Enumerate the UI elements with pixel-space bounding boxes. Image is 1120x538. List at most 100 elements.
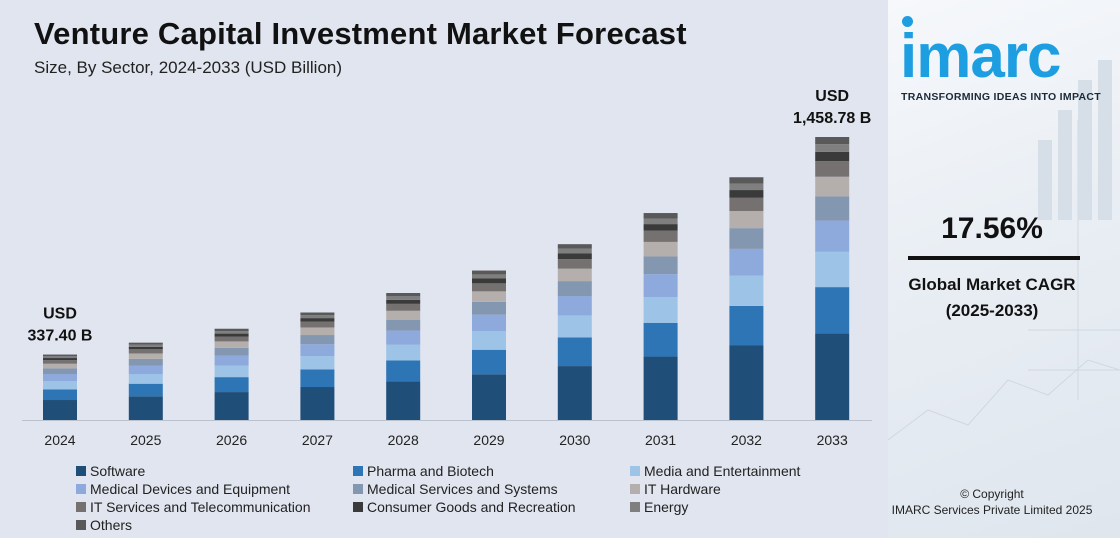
logo-dot	[902, 16, 913, 27]
bar-segment-2028-pharma-and-biotech	[386, 360, 421, 382]
bar-segment-2032-it-services-and-telecommunication	[729, 197, 764, 212]
x-tick-label-2027: 2027	[302, 432, 333, 448]
bar-segment-2025-medical-devices-and-equipment	[128, 365, 163, 375]
bar-segment-2033-others	[815, 137, 850, 145]
bar-segment-2026-medical-services-and-systems	[214, 347, 249, 356]
bar-segment-2025-it-hardware	[128, 353, 163, 359]
bar-segment-2028-consumer-goods-and-recreation	[386, 299, 421, 304]
bar-segment-2032-consumer-goods-and-recreation	[729, 190, 764, 198]
bar-segment-2031-it-hardware	[643, 241, 678, 257]
bar-segment-2029-media-and-entertainment	[472, 331, 506, 350]
bar-segment-2028-medical-devices-and-equipment	[386, 330, 421, 345]
bar-segment-2030-energy	[557, 248, 592, 254]
chart-panel: Venture Capital Investment Market Foreca…	[0, 0, 888, 538]
bar-segment-2025-energy	[128, 344, 163, 347]
bar-segment-2027-medical-services-and-systems	[300, 335, 335, 345]
bar-segment-2032-media-and-entertainment	[729, 275, 764, 306]
cagr-label-line2: (2025-2033)	[945, 301, 1039, 320]
legend-item-others: Others	[76, 516, 353, 533]
bar-segment-2027-medical-devices-and-equipment	[300, 344, 335, 356]
bar-segment-2033-software	[815, 333, 850, 420]
stacked-bar-chart: 2024 2025 2026 2027 2028 2029 2030 2031 2032 2033…	[22, 88, 872, 448]
legend-swatch	[76, 465, 86, 476]
bar-segment-2026-others	[214, 328, 249, 332]
x-tick-label-2029: 2029	[473, 432, 504, 448]
copyright-line2: IMARC Services Private Limited 2025	[891, 503, 1093, 517]
bar-segment-2026-consumer-goods-and-recreation	[214, 333, 249, 337]
bar-segment-2024-energy	[43, 356, 77, 359]
bar-segment-2024-it-hardware	[43, 363, 77, 369]
total-label-2024-line1: USD	[43, 306, 77, 323]
bar-segment-2033-medical-services-and-systems	[815, 196, 850, 221]
bar-segment-2030-it-hardware	[557, 268, 592, 282]
bar-segment-2025-it-services-and-telecommunication	[128, 349, 163, 354]
cagr-value: 17.56%	[941, 212, 1043, 245]
bar-segment-2030-medical-devices-and-equipment	[557, 296, 592, 316]
bar-segment-2033-it-hardware	[815, 176, 850, 197]
chart-subtitle: Size, By Sector, 2024-2033 (USD Billion)	[34, 58, 343, 77]
x-tick-label-2030: 2030	[559, 432, 590, 448]
bar-segment-2033-energy	[815, 144, 850, 152]
bar-segment-2026-media-and-entertainment	[214, 365, 249, 378]
side-panel: imarc TRANSFORMING IDEAS INTO IMPACT 17.…	[888, 0, 1120, 538]
bar-segment-2027-pharma-and-biotech	[300, 369, 335, 388]
bar-segment-2024-others	[43, 354, 77, 357]
bar-segment-2027-software	[300, 387, 335, 420]
bar-stack-2024	[43, 354, 77, 420]
bar-segment-2024-pharma-and-biotech	[43, 389, 77, 401]
bar-stack-2032	[729, 177, 764, 420]
bar-segment-2032-energy	[729, 183, 764, 191]
legend-swatch	[76, 501, 86, 512]
bar-stack-2031	[643, 213, 678, 420]
x-tick-label-2031: 2031	[645, 432, 676, 448]
legend-label: Consumer Goods and Recreation	[367, 498, 576, 515]
bar-segment-2025-consumer-goods-and-recreation	[128, 346, 163, 350]
bar-segment-2027-media-and-entertainment	[300, 355, 335, 370]
total-label-2033-line2: 1,458.78 B	[793, 110, 871, 127]
bar-segment-2027-it-services-and-telecommunication	[300, 321, 335, 328]
legend-swatch	[630, 483, 640, 494]
cagr-label-line1: Global Market CAGR	[908, 275, 1076, 294]
legend-label: Software	[90, 462, 146, 479]
legend-item-medical-services-and-systems: Medical Services and Systems	[353, 480, 630, 497]
bar-segment-2025-pharma-and-biotech	[128, 383, 163, 397]
bar-segment-2028-it-services-and-telecommunication	[386, 303, 421, 311]
bar-segment-2029-pharma-and-biotech	[472, 349, 506, 375]
bar-segment-2026-it-services-and-telecommunication	[214, 336, 249, 342]
bar-segment-2028-others	[386, 293, 421, 297]
bar-segment-2027-consumer-goods-and-recreation	[300, 318, 335, 322]
legend-label: Others	[90, 516, 133, 533]
x-tick-label-2024: 2024	[44, 432, 75, 448]
bar-segment-2033-consumer-goods-and-recreation	[815, 151, 850, 162]
legend-label: Medical Services and Systems	[367, 480, 558, 497]
bar-segment-2026-energy	[214, 331, 249, 334]
legend-item-consumer-goods-and-recreation: Consumer Goods and Recreation	[353, 498, 630, 515]
bar-segment-2033-media-and-entertainment	[815, 251, 850, 288]
bar-segment-2031-medical-services-and-systems	[643, 256, 678, 275]
bar-segment-2028-energy	[386, 296, 421, 300]
logo-tagline: TRANSFORMING IDEAS INTO IMPACT	[901, 91, 1101, 103]
legend-item-energy: Energy	[630, 498, 876, 515]
legend-label: Media and Entertainment	[644, 462, 801, 479]
x-tick-label-2032: 2032	[731, 432, 762, 448]
bar-segment-2029-it-services-and-telecommunication	[472, 283, 506, 292]
bar-stack-2026	[214, 328, 249, 420]
bar-segment-2030-consumer-goods-and-recreation	[557, 253, 592, 260]
bar-segment-2029-software	[472, 374, 506, 420]
bar-segment-2030-others	[557, 244, 592, 249]
bar-segment-2029-energy	[472, 274, 506, 279]
bar-segment-2031-others	[643, 213, 678, 219]
bar-segment-2026-it-hardware	[214, 341, 249, 348]
copyright-notice: © Copyright IMARC Services Private Limit…	[888, 486, 1096, 518]
bar-segment-2029-it-hardware	[472, 291, 506, 302]
bar-segment-2030-software	[557, 366, 592, 420]
bar-stack-2025	[128, 342, 163, 420]
background-graph-decoration	[888, 60, 1120, 441]
bar-segment-2031-pharma-and-biotech	[643, 322, 678, 357]
legend-item-it-services-and-telecommunication: IT Services and Telecommunication	[76, 498, 353, 515]
x-tick-label-2026: 2026	[216, 432, 247, 448]
legend-label: Medical Devices and Equipment	[90, 480, 290, 497]
bar-segment-2033-medical-devices-and-equipment	[815, 220, 850, 252]
total-label-2033-line1: USD	[815, 88, 849, 105]
bar-segment-2030-medical-services-and-systems	[557, 281, 592, 297]
